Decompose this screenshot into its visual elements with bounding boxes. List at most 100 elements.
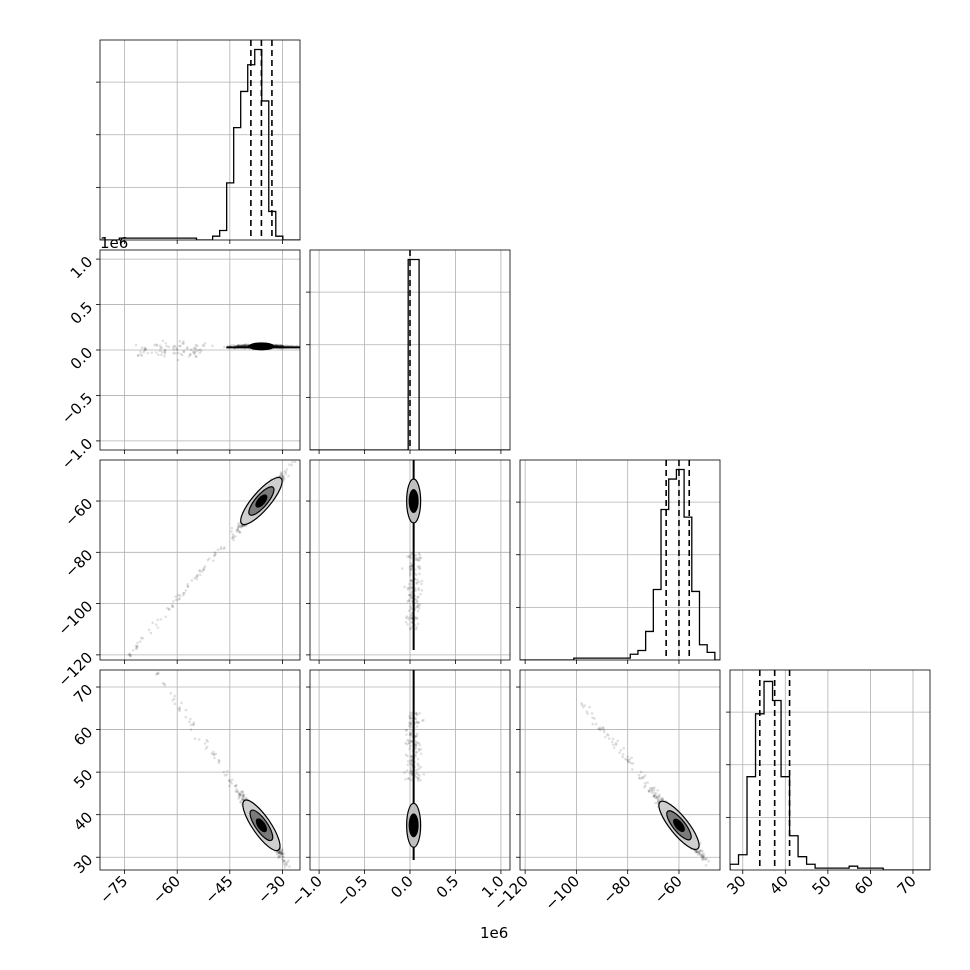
sample-point [280,344,284,347]
sample-point [405,742,409,746]
sample-point [415,732,419,736]
sample-point [187,355,191,358]
x-tick-label: −1.0 [287,872,325,910]
sample-point [708,870,711,873]
sample-point [279,473,283,477]
sample-point [601,726,605,729]
sample-point [274,344,278,347]
sample-point [285,863,289,867]
sample-point [237,525,240,529]
sample-point [140,354,144,358]
sample-point [628,758,632,761]
sample-point [280,852,284,855]
sample-point [698,852,701,856]
sample-point [183,591,186,595]
sample-point [160,346,163,349]
sample-point [580,701,583,705]
sample-point [416,779,420,782]
sample-point [167,608,171,611]
sample-point [703,857,707,861]
x-tick-label: −80 [599,872,634,907]
sample-point [409,739,413,743]
sample-point [408,572,412,575]
sample-point [414,553,418,557]
sample-point [280,472,284,475]
sample-point [282,860,285,864]
y-tick-label: −80 [61,546,96,581]
sample-point [701,855,705,859]
sample-point [409,711,412,715]
x-tick-label: −60 [651,872,686,907]
sample-point [151,621,154,624]
sample-point [172,351,175,355]
sample-point [155,343,158,346]
y-tick-label: −0.5 [58,389,96,427]
sample-point [607,733,610,737]
sample-point [419,748,423,751]
y-tick-label: 1.0 [67,253,97,283]
sample-point [236,343,240,347]
sample-point [223,345,226,349]
sample-point [186,346,189,349]
sample-point [405,615,409,618]
sample-point [140,346,144,349]
sample-point [404,753,408,757]
sample-point [288,865,291,868]
sample-point [626,758,630,762]
sample-point [294,872,297,875]
sample-point [410,713,413,717]
sample-point [420,589,424,592]
sample-point [407,742,411,745]
sample-point [700,849,703,852]
sample-point [239,793,243,796]
sample-point [154,623,158,626]
sample-point [655,801,659,804]
sample-point [644,784,647,787]
sample-point [694,849,697,853]
sample-point [280,852,284,855]
sample-point [238,794,242,798]
sample-point [696,850,699,854]
sample-point [184,589,188,592]
sample-point [167,607,171,611]
sample-point [283,865,287,869]
sample-point [177,593,180,597]
sample-point [144,656,147,659]
sample-point [406,555,409,558]
sample-point [136,645,139,649]
sample-point [417,764,420,767]
sample-point [216,548,220,551]
sample-point [611,737,615,741]
sample-point [404,620,408,624]
sample-point [408,732,412,735]
sample-point [139,353,143,356]
sample-point [279,854,283,858]
sample-point [407,582,411,586]
sample-point [415,581,419,584]
sample-point [421,719,424,723]
sample-point [415,740,418,744]
sample-point [416,565,420,568]
sample-point [418,565,421,568]
sample-point [630,756,633,759]
sample-point [175,348,179,351]
sample-point [415,625,418,629]
panel-frame [99,249,301,451]
sample-point [406,738,409,742]
sample-point [582,705,585,709]
sample-point [597,727,600,730]
sample-point [409,587,413,590]
sample-point [230,530,233,533]
sample-point [241,793,245,796]
sample-point [240,797,244,800]
sample-point [699,853,702,857]
sample-point [198,348,202,351]
contour-core [408,489,419,514]
sample-point [278,850,282,854]
sample-point [212,752,215,756]
sample-point [155,344,159,347]
sample-point [142,651,145,654]
sample-point [188,353,192,356]
sample-point [409,778,413,782]
sample-point [417,558,421,562]
